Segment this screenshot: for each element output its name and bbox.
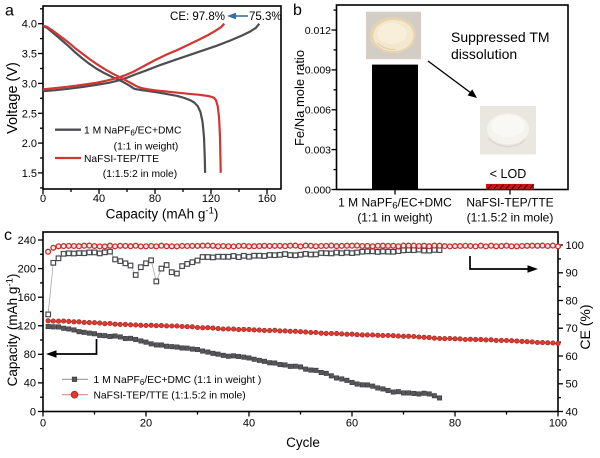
svg-text:40: 40 (24, 378, 36, 390)
svg-text:a: a (5, 3, 14, 20)
svg-text:90: 90 (566, 268, 578, 280)
svg-text:Suppressed TM: Suppressed TM (451, 29, 550, 45)
svg-text:(1:1 in weight): (1:1 in weight) (114, 142, 179, 153)
svg-text:120: 120 (202, 193, 220, 205)
svg-text:Fe/Na mole ratio: Fe/Na mole ratio (292, 50, 307, 146)
svg-text:(1:1 in weight): (1:1 in weight) (357, 211, 432, 225)
svg-text:160: 160 (18, 292, 36, 304)
svg-text:1 M NaPF6/EC+DMC: 1 M NaPF6/EC+DMC (338, 196, 452, 212)
svg-text:< LOD: < LOD (490, 167, 526, 181)
svg-text:(1:1.5:2 in mole): (1:1.5:2 in mole) (467, 211, 554, 225)
svg-text:60: 60 (346, 417, 358, 429)
svg-text:1 M NaPF6/EC+DMC: 1 M NaPF6/EC+DMC (84, 126, 182, 138)
svg-text:50: 50 (566, 379, 578, 391)
svg-text:2.0: 2.0 (22, 138, 37, 150)
svg-text:CE (%): CE (%) (577, 304, 593, 349)
svg-text:100: 100 (549, 417, 567, 429)
svg-text:Capacity (mAh g-1): Capacity (mAh g-1) (106, 206, 219, 222)
svg-text:0.006: 0.006 (305, 105, 331, 117)
svg-text:Capacity (mAh g-1): Capacity (mAh g-1) (5, 274, 21, 387)
svg-text:NaFSI-TEP/TTE (1:1.5:2 in mole: NaFSI-TEP/TTE (1:1.5:2 in mole) (94, 390, 246, 401)
svg-text:NaFSI-TEP/TTE: NaFSI-TEP/TTE (84, 154, 159, 165)
svg-text:Voltage (V): Voltage (V) (5, 62, 21, 134)
svg-text:3.5: 3.5 (22, 49, 37, 61)
svg-text:160: 160 (258, 193, 276, 205)
svg-text:80: 80 (449, 417, 461, 429)
svg-text:80: 80 (24, 349, 36, 361)
svg-text:240: 240 (18, 235, 36, 247)
svg-text:4.0: 4.0 (22, 19, 37, 31)
svg-text:200: 200 (18, 263, 36, 275)
svg-text:40: 40 (243, 417, 255, 429)
svg-text:80: 80 (566, 295, 578, 307)
svg-text:20: 20 (140, 417, 152, 429)
svg-text:CE: 97.8%: CE: 97.8% (170, 11, 225, 23)
svg-text:80: 80 (149, 193, 161, 205)
svg-text:70: 70 (566, 323, 578, 335)
svg-text:0.000: 0.000 (305, 184, 331, 196)
svg-text:100: 100 (566, 240, 584, 252)
svg-text:0: 0 (40, 417, 46, 429)
svg-text:0: 0 (40, 193, 46, 205)
svg-text:75.3%: 75.3% (249, 11, 282, 23)
svg-text:Cycle: Cycle (286, 435, 320, 450)
svg-text:40: 40 (566, 406, 578, 418)
svg-text:40: 40 (93, 193, 105, 205)
svg-text:(1:1.5:2 in mole): (1:1.5:2 in mole) (103, 169, 177, 180)
svg-text:NaFSI-TEP/TTE: NaFSI-TEP/TTE (466, 196, 553, 210)
svg-text:2.5: 2.5 (22, 108, 37, 120)
svg-text:b: b (293, 2, 302, 19)
svg-text:dissolution: dissolution (451, 46, 517, 62)
svg-text:c: c (4, 227, 12, 244)
svg-text:60: 60 (566, 351, 578, 363)
svg-text:120: 120 (18, 321, 36, 333)
svg-text:1.5: 1.5 (22, 168, 37, 180)
svg-text:0: 0 (30, 406, 36, 418)
svg-text:0.009: 0.009 (305, 65, 331, 77)
svg-text:1 M NaPF6/EC+DMC (1:1 in weigh: 1 M NaPF6/EC+DMC (1:1 in weight ) (94, 375, 262, 387)
svg-text:0.003: 0.003 (305, 144, 331, 156)
svg-text:0.012: 0.012 (305, 25, 331, 37)
svg-text:3.0: 3.0 (22, 78, 37, 90)
